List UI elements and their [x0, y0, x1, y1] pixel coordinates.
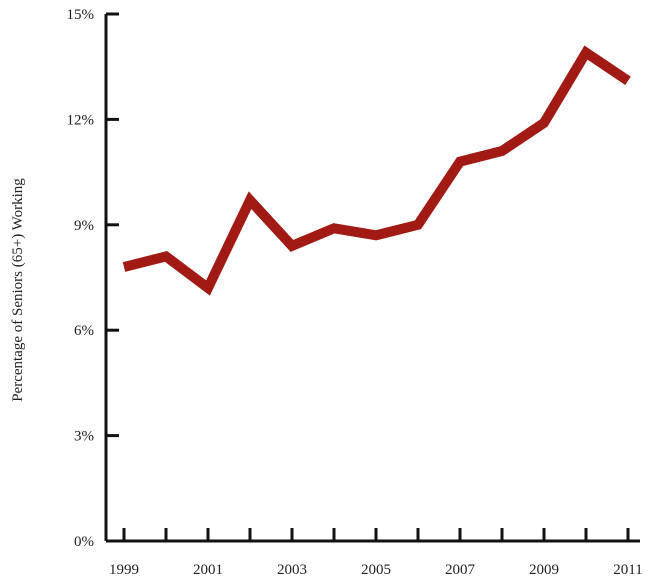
y-axis: 0% 3% 6% 9% 12% 15%: [67, 7, 119, 550]
x-tick-label: 2005: [361, 562, 391, 578]
y-tick-label: 9%: [74, 218, 94, 234]
x-tick-label: 2011: [613, 562, 642, 578]
x-tick-label: 2003: [277, 562, 307, 578]
x-tick-label: 2001: [193, 562, 223, 578]
series-line: [122, 45, 631, 296]
y-tick-label: 15%: [67, 7, 95, 23]
x-tick-label: 2007: [445, 562, 476, 578]
y-tick-label: 3%: [74, 429, 94, 445]
y-tick-label: 12%: [67, 112, 95, 128]
y-axis-title: Percentage of Seniors (65+) Working: [10, 178, 26, 402]
series-group: [122, 45, 631, 296]
x-axis: 1999 2001 2003 2005 2007 2009 2011: [106, 528, 643, 578]
x-tick-label: 2009: [529, 562, 559, 578]
y-tick-label: 6%: [74, 323, 94, 339]
x-tick-label: 1999: [109, 562, 139, 578]
y-tick-label: 0%: [74, 534, 94, 550]
